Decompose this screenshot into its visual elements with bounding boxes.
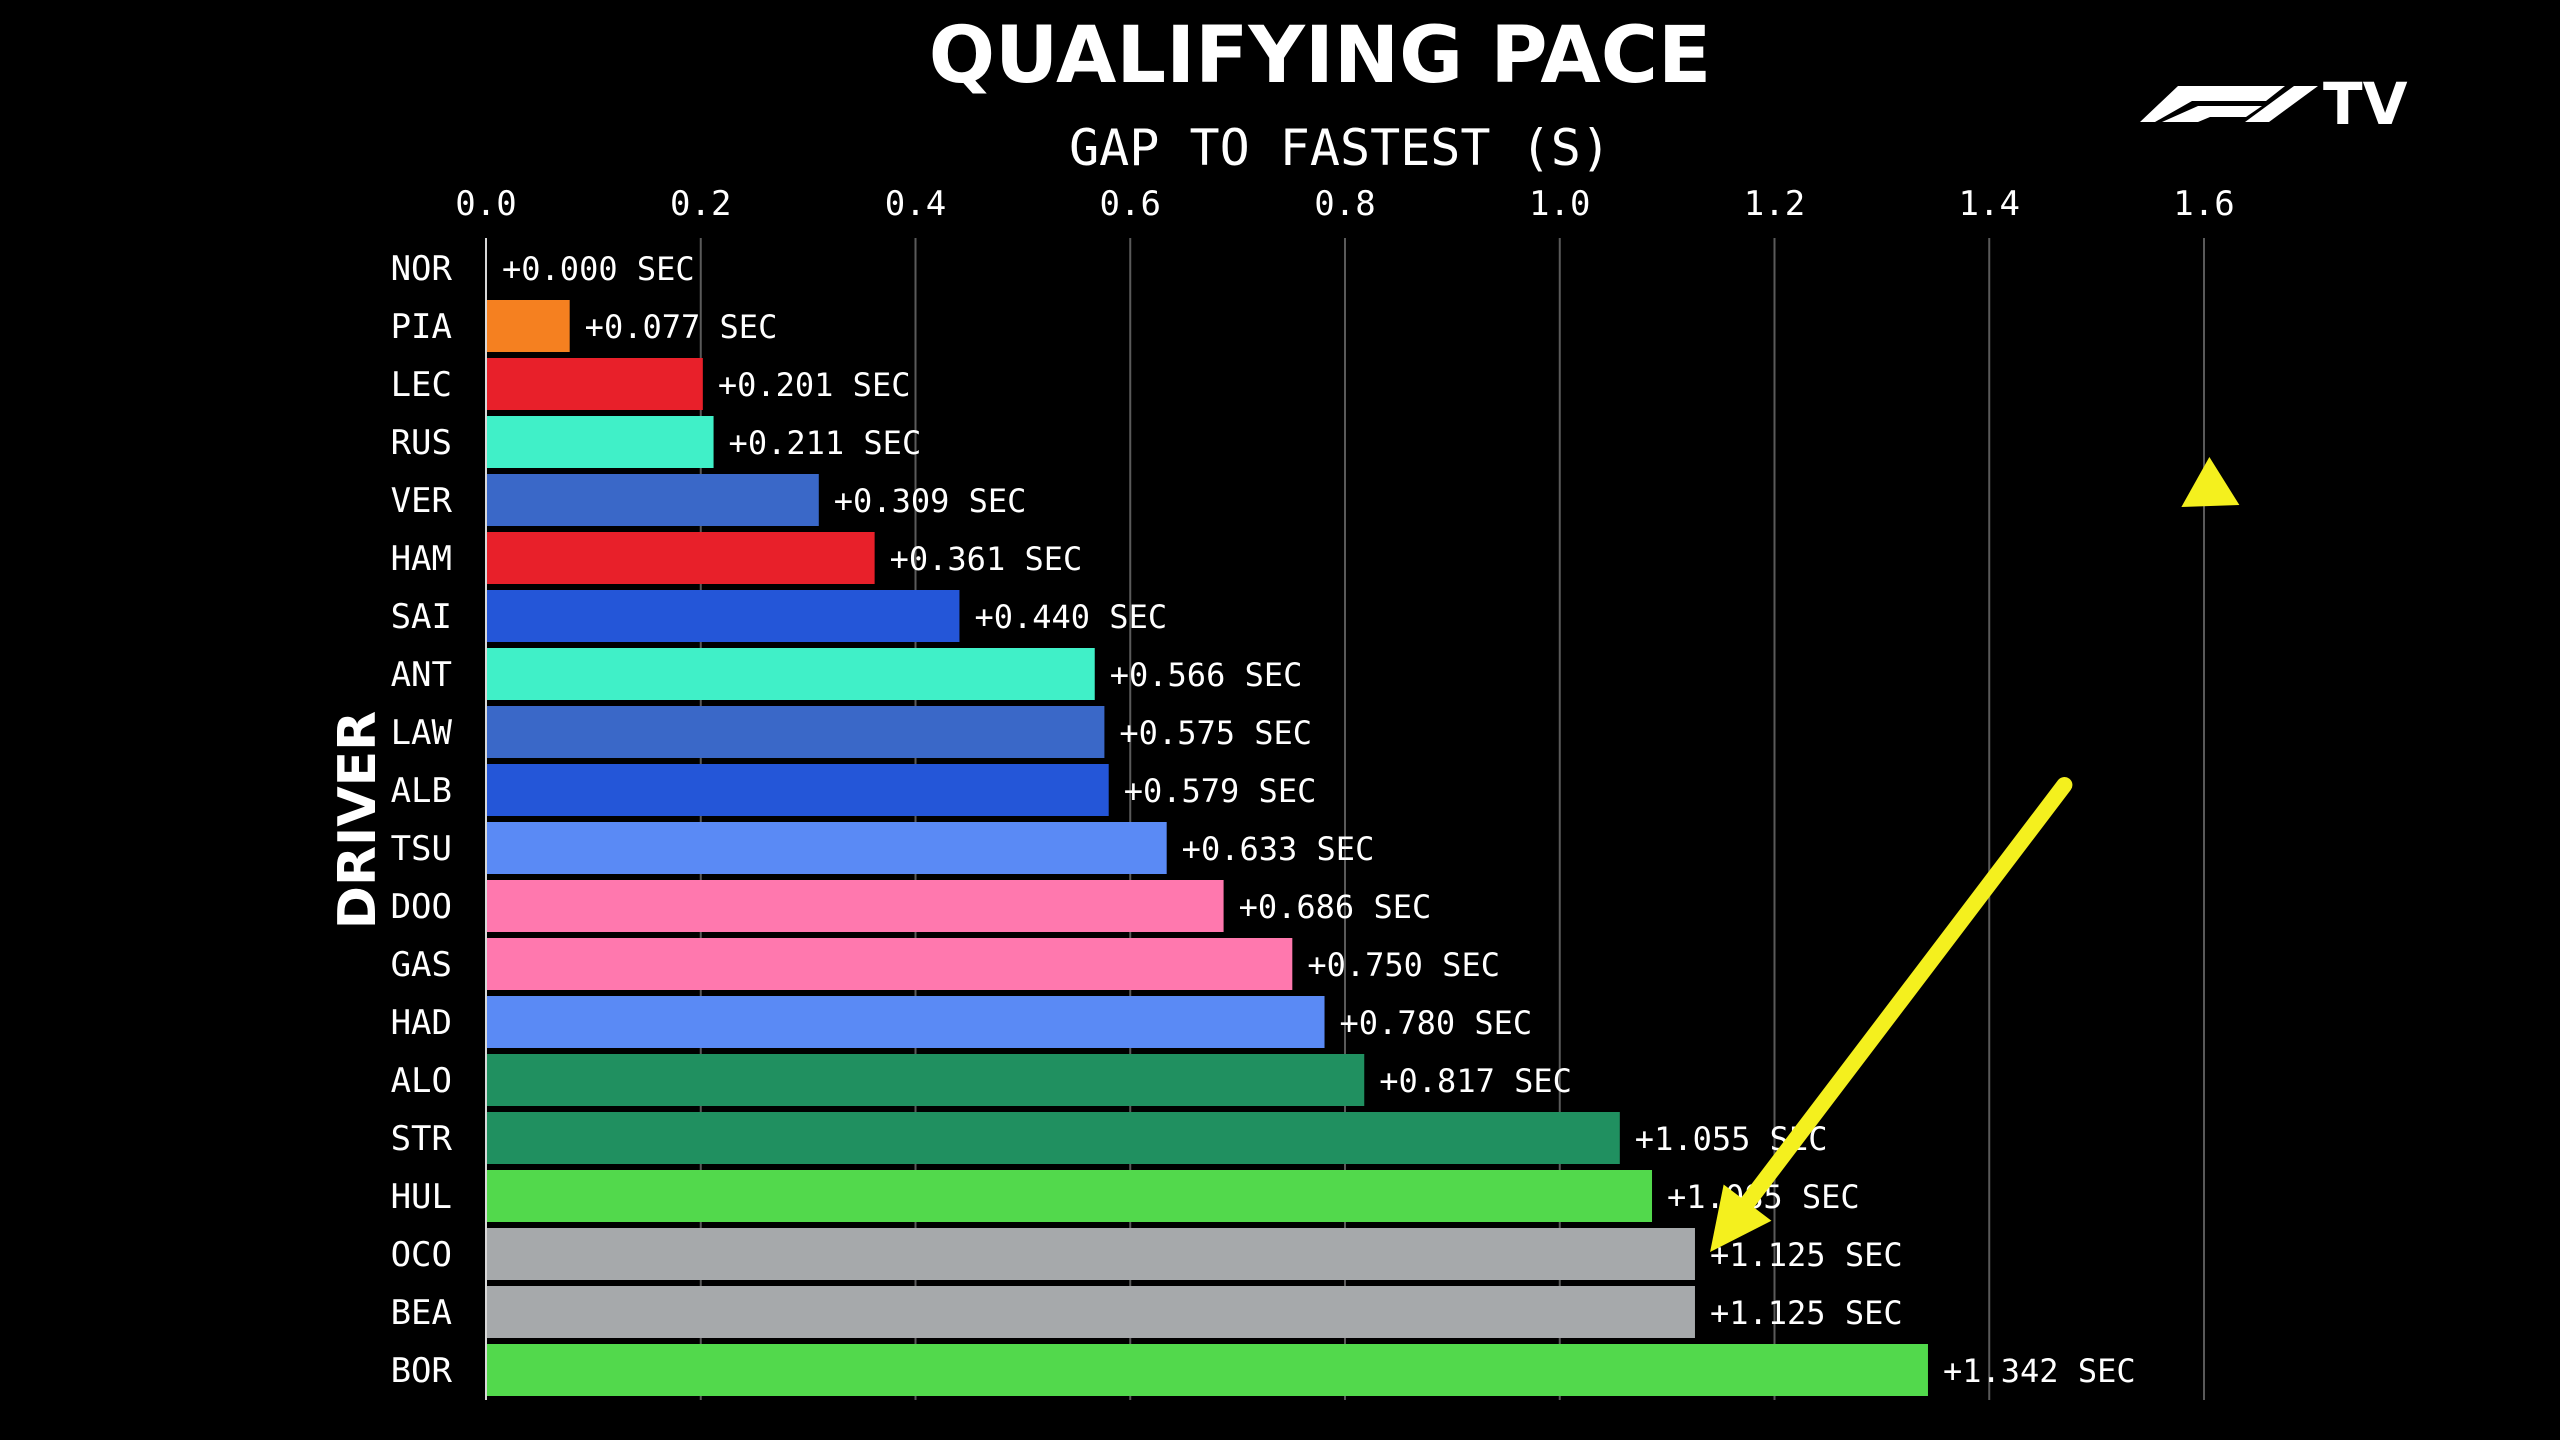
annotations xyxy=(1710,457,2240,1252)
driver-label: BOR xyxy=(391,1351,453,1391)
tv-logo-text: TV xyxy=(2323,70,2408,138)
value-label: +1.342 SEC xyxy=(1943,1352,2136,1390)
bar-law xyxy=(487,706,1105,758)
driver-label: HUL xyxy=(391,1177,452,1217)
chart-title: QUALIFYING PACE xyxy=(929,11,1711,101)
driver-label: PIA xyxy=(391,307,452,347)
x-tick-label: 1.0 xyxy=(1529,184,1590,224)
driver-label: LAW xyxy=(391,713,453,753)
bar-pia xyxy=(487,300,570,352)
annotation-triangle xyxy=(2181,457,2240,507)
bar-had xyxy=(487,996,1325,1048)
value-label: +0.361 SEC xyxy=(890,540,1083,578)
value-label: +1.125 SEC xyxy=(1710,1294,1903,1332)
bar-sai xyxy=(487,590,960,642)
grid-lines xyxy=(699,238,2205,1400)
driver-label: DOO xyxy=(391,887,452,927)
x-tick-label: 0.0 xyxy=(455,184,516,224)
bar-lec xyxy=(487,358,703,410)
bar-ver xyxy=(487,474,819,526)
x-tick-labels: 0.0 0.2 0.4 0.6 0.8 1.0 1.2 1.4 1.6 xyxy=(455,184,2234,224)
bar-str xyxy=(487,1112,1620,1164)
value-label: +0.000 SEC xyxy=(502,250,695,288)
value-label: +0.077 SEC xyxy=(585,308,778,346)
value-label: +0.211 SEC xyxy=(729,424,922,462)
value-labels: +0.000 SEC +0.077 SEC +0.201 SEC +0.211 SEC… xyxy=(502,250,2136,1390)
driver-label: ANT xyxy=(391,655,452,695)
driver-label: NOR xyxy=(391,249,453,289)
annotation-arrow-head xyxy=(1710,1184,1772,1252)
value-label: +0.817 SEC xyxy=(1379,1062,1572,1100)
y-axis-label: DRIVER xyxy=(328,711,388,929)
bar-gas xyxy=(487,938,1293,990)
bar-bea xyxy=(487,1286,1695,1338)
value-label: +0.440 SEC xyxy=(974,598,1167,636)
driver-labels: NOR PIA LEC RUS VER HAM SAI ANT LAW ALB TSU DOO GAS H… xyxy=(391,249,453,1391)
value-label: +0.780 SEC xyxy=(1340,1004,1533,1042)
bars xyxy=(487,300,1928,1396)
driver-label: ALB xyxy=(391,771,452,811)
annotation-arrow-shaft xyxy=(1739,777,2073,1211)
driver-label: ALO xyxy=(391,1061,452,1101)
x-tick-label: 0.4 xyxy=(885,184,946,224)
x-tick-label: 1.2 xyxy=(1744,184,1805,224)
driver-label: RUS xyxy=(391,423,452,463)
x-axis-label: GAP TO FASTEST (S) xyxy=(1069,119,1611,177)
value-label: +0.750 SEC xyxy=(1307,946,1500,984)
bar-tsu xyxy=(487,822,1167,874)
driver-label: LEC xyxy=(391,365,452,405)
value-label: +0.201 SEC xyxy=(718,366,911,404)
bar-bor xyxy=(487,1344,1928,1396)
driver-label: OCO xyxy=(391,1235,452,1275)
f1-logo-icon: F1 xyxy=(2140,86,2318,122)
value-label: +0.579 SEC xyxy=(1124,772,1317,810)
driver-label: BEA xyxy=(391,1293,452,1333)
bar-oco xyxy=(487,1228,1695,1280)
x-tick-label: 0.8 xyxy=(1314,184,1375,224)
value-label: +0.633 SEC xyxy=(1182,830,1375,868)
bar-ham xyxy=(487,532,875,584)
value-label: +1.125 SEC xyxy=(1710,1236,1903,1274)
value-label: +0.686 SEC xyxy=(1239,888,1432,926)
x-tick-label: 0.2 xyxy=(670,184,731,224)
driver-label: VER xyxy=(391,481,453,521)
bar-ant xyxy=(487,648,1095,700)
bar-doo xyxy=(487,880,1224,932)
bar-rus xyxy=(487,416,714,468)
bar-hul xyxy=(487,1170,1653,1222)
x-tick-label: 1.4 xyxy=(1959,184,2020,224)
x-tick-label: 1.6 xyxy=(2173,184,2234,224)
driver-label: HAM xyxy=(391,539,452,579)
bar-alo xyxy=(487,1054,1365,1106)
f1-tv-logo: F1 TV xyxy=(2140,70,2408,138)
driver-label: GAS xyxy=(391,945,452,985)
value-label: +0.566 SEC xyxy=(1110,656,1303,694)
value-label: +0.575 SEC xyxy=(1119,714,1312,752)
driver-label: SAI xyxy=(391,597,452,637)
value-label: +0.309 SEC xyxy=(834,482,1027,520)
driver-label: HAD xyxy=(391,1003,452,1043)
bar-alb xyxy=(487,764,1109,816)
x-tick-label: 0.6 xyxy=(1100,184,1161,224)
driver-label: STR xyxy=(391,1119,453,1159)
driver-label: TSU xyxy=(391,829,452,869)
